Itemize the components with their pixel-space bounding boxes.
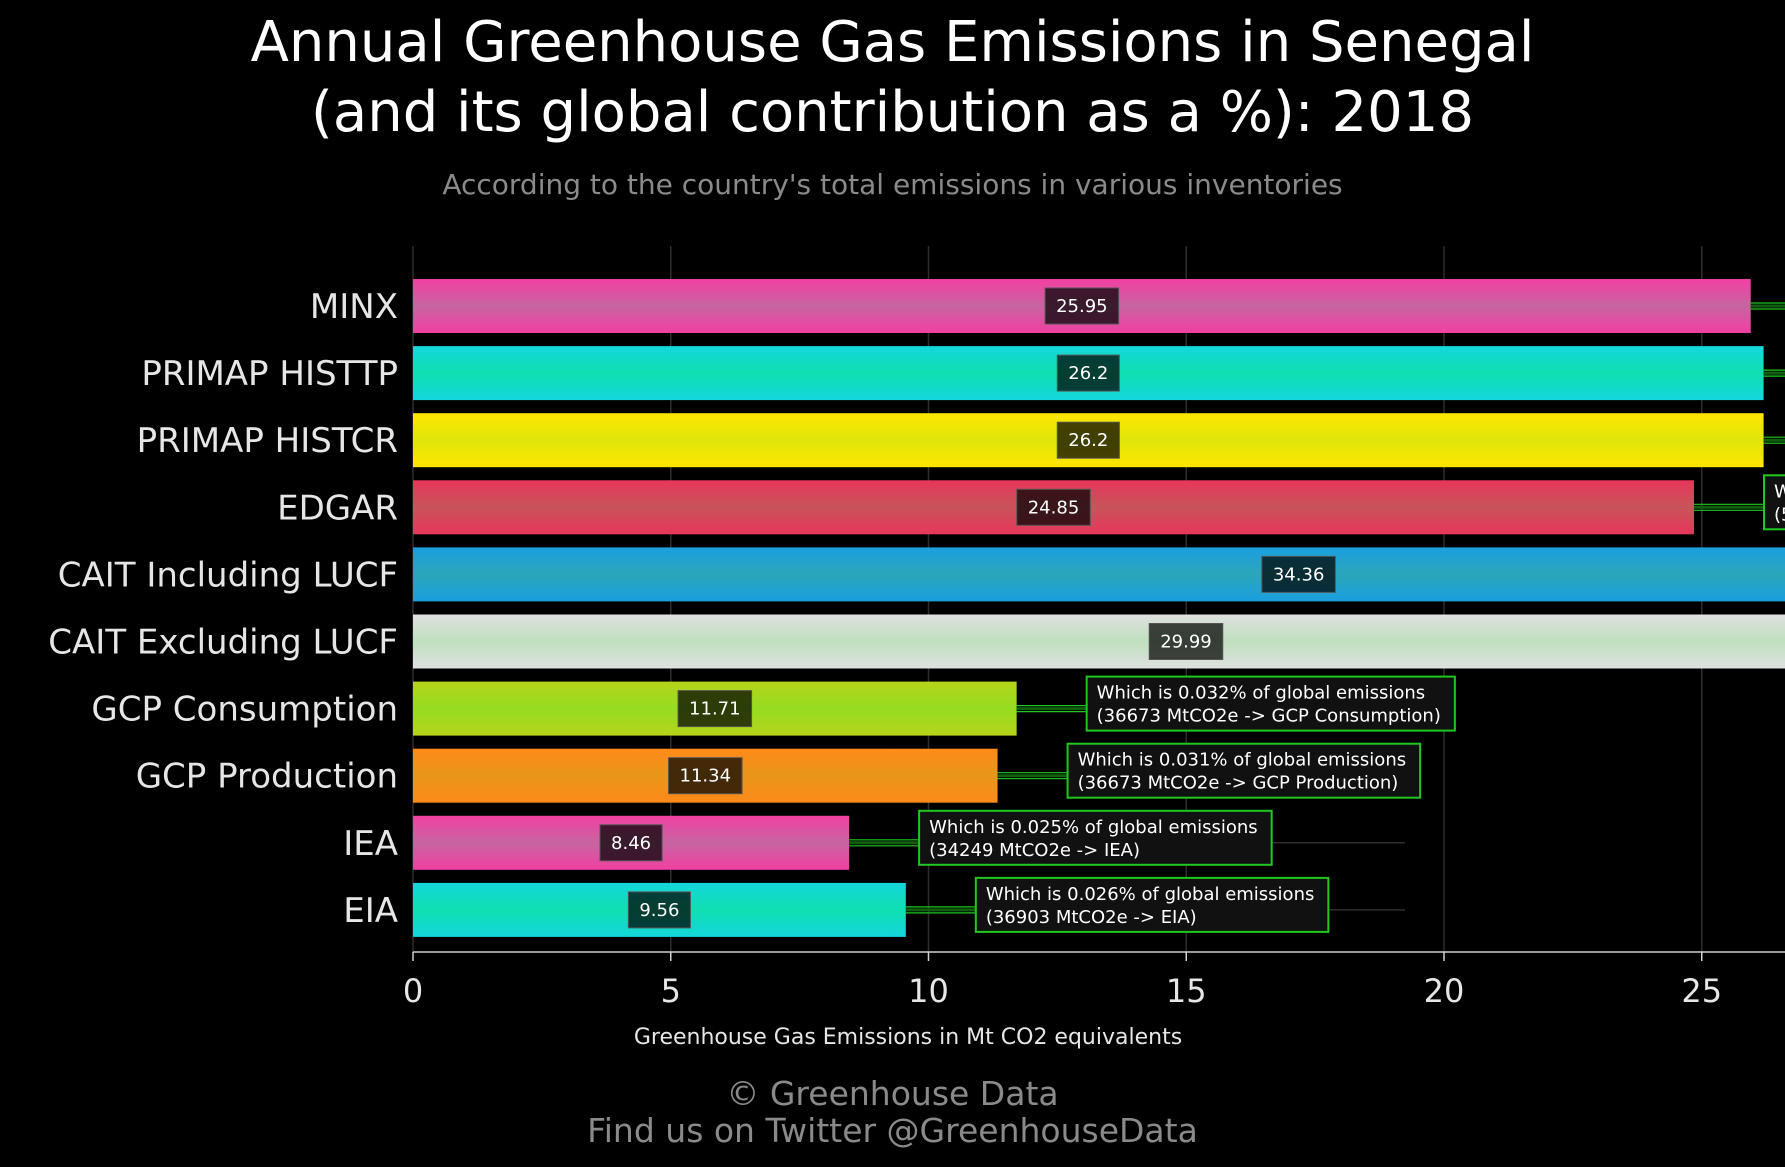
annotation-line-2: (50660 MtCO2e -> EDGAR) — [1774, 504, 1785, 525]
x-axis-title: Greenhouse Gas Emissions in Mt CO2 equiv… — [634, 1025, 1182, 1050]
chart-subtitle: According to the country's total emissio… — [442, 168, 1343, 201]
annotation-box — [974, 876, 1330, 933]
category-label: EIA — [343, 891, 398, 931]
annotation-line-2: (36903 MtCO2e -> EIA) — [986, 907, 1197, 928]
annotation-line-1: Which is 0.026% of global emissions — [986, 884, 1315, 905]
annotations: Which is 0.05% of global emissions(52142… — [849, 302, 1785, 933]
value-label-box — [1056, 354, 1120, 392]
x-tick-label: 20 — [1424, 972, 1465, 1010]
value-label-box — [1044, 287, 1120, 325]
value-label: 34.36 — [1273, 564, 1325, 585]
category-label: EDGAR — [277, 488, 398, 528]
copyright-text: © Greenhouse Data — [726, 1074, 1059, 1113]
value-label-box — [1261, 555, 1336, 593]
value-label-box — [668, 757, 743, 795]
category-label: MINX — [310, 287, 398, 327]
value-label-box — [1016, 488, 1091, 526]
x-tick-label: 10 — [908, 972, 949, 1010]
bar-cait-excluding-lucf — [413, 614, 1785, 669]
value-label: 24.85 — [1028, 497, 1080, 518]
twitter-handle-text: Find us on Twitter @GreenhouseData — [587, 1111, 1198, 1150]
value-label-box — [599, 824, 663, 862]
annotation-box — [1085, 675, 1456, 732]
value-label: 8.46 — [611, 833, 651, 854]
category-label: GCP Production — [136, 757, 398, 797]
x-tick-label: 15 — [1166, 972, 1207, 1010]
category-label: PRIMAP HISTCR — [137, 421, 398, 461]
category-label: IEA — [343, 824, 398, 864]
value-label-box — [1148, 623, 1224, 660]
x-tick-label: 0 — [403, 972, 423, 1010]
axes: MINX PRIMAP HISTTP PRIMAP HISTCR EDGAR CAIT … — [48, 287, 1785, 1050]
value-label-box — [627, 891, 691, 929]
category-label: CAIT Excluding LUCF — [48, 623, 398, 663]
value-label: 9.56 — [639, 900, 679, 921]
annotation-line-1: Which is 0.031% of global emissions — [1078, 750, 1407, 771]
chart-title-line-1: Annual Greenhouse Gas Emissions in Seneg… — [250, 10, 1535, 75]
value-label-box — [1056, 421, 1120, 459]
bars: 25.95 26.2 26.2 24.85 34.36 29.99 11.71 11.34 8.… — [413, 279, 1785, 937]
value-label: 29.99 — [1160, 632, 1212, 653]
x-tick-label: 25 — [1681, 972, 1722, 1010]
annotation-box — [1066, 742, 1422, 799]
annotation-box — [1763, 474, 1785, 531]
value-label: 26.2 — [1068, 430, 1108, 451]
value-label: 26.2 — [1068, 363, 1108, 384]
annotation-line-1: Which is 0.032% of global emissions — [1097, 683, 1426, 704]
annotation-box — [918, 809, 1273, 866]
category-label: PRIMAP HISTTP — [141, 354, 398, 394]
annotation-line-2: (34249 MtCO2e -> IEA) — [929, 840, 1140, 861]
value-label: 11.71 — [689, 699, 741, 720]
category-label: GCP Consumption — [91, 690, 398, 730]
value-label: 25.95 — [1056, 296, 1108, 317]
value-label-box — [677, 690, 753, 728]
annotation-line-2: (36673 MtCO2e -> GCP Consumption) — [1097, 706, 1441, 727]
annotation-line-1: Which is 0.025% of global emissions — [929, 817, 1258, 838]
annotation-line-1: Which is 0.049% of global emissions — [1774, 481, 1785, 502]
chart-title-line-2: (and its global contribution as a %): 20… — [311, 80, 1474, 145]
category-label: CAIT Including LUCF — [58, 555, 398, 595]
x-tick-label: 5 — [661, 972, 681, 1010]
bar-cait-including-lucf — [413, 547, 1785, 602]
annotation-line-2: (36673 MtCO2e -> GCP Production) — [1078, 773, 1399, 794]
value-label: 11.34 — [680, 766, 732, 787]
